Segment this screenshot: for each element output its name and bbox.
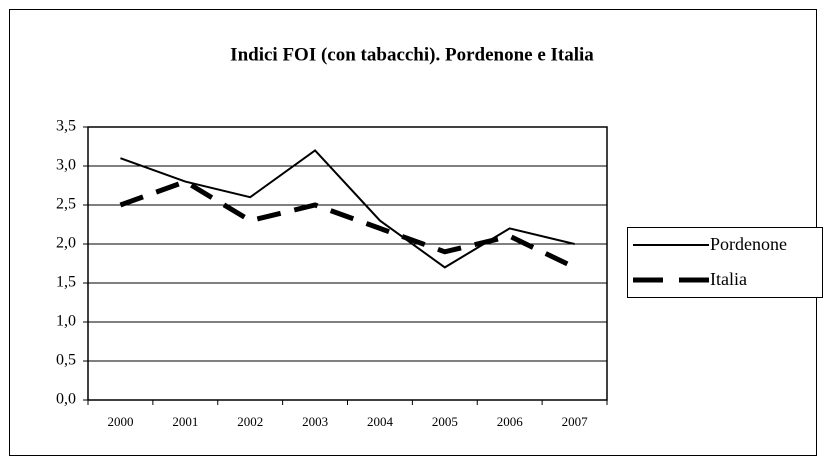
x-tick-label: 2001 bbox=[172, 414, 198, 429]
x-tick-label: 2005 bbox=[432, 414, 458, 429]
x-tick-label: 2007 bbox=[562, 414, 589, 429]
y-tick-label: 1,5 bbox=[56, 274, 76, 291]
series-line bbox=[119, 178, 576, 270]
y-tick-label: 0,5 bbox=[56, 352, 76, 369]
x-tick-label: 2002 bbox=[237, 414, 263, 429]
plot-area bbox=[88, 127, 607, 400]
y-tick-label: 0,0 bbox=[56, 391, 76, 408]
series-line bbox=[120, 149, 575, 269]
y-tick-label: 2,0 bbox=[56, 235, 76, 252]
x-tick-label: 2003 bbox=[302, 414, 328, 429]
y-tick-label: 3,5 bbox=[56, 118, 76, 135]
legend-box bbox=[627, 227, 823, 298]
y-tick-label: 1,0 bbox=[56, 313, 76, 330]
x-tick-label: 2004 bbox=[367, 414, 394, 429]
x-tick-label: 2000 bbox=[107, 414, 133, 429]
x-tick-label: 2006 bbox=[497, 414, 524, 429]
y-tick-label: 3,0 bbox=[56, 157, 76, 174]
chart-title: Indici FOI (con tabacchi). Pordenone e I… bbox=[230, 44, 594, 65]
y-tick-label: 2,5 bbox=[56, 196, 76, 213]
legend-label: Pordenone bbox=[710, 234, 787, 254]
legend-label: Italia bbox=[710, 269, 747, 289]
